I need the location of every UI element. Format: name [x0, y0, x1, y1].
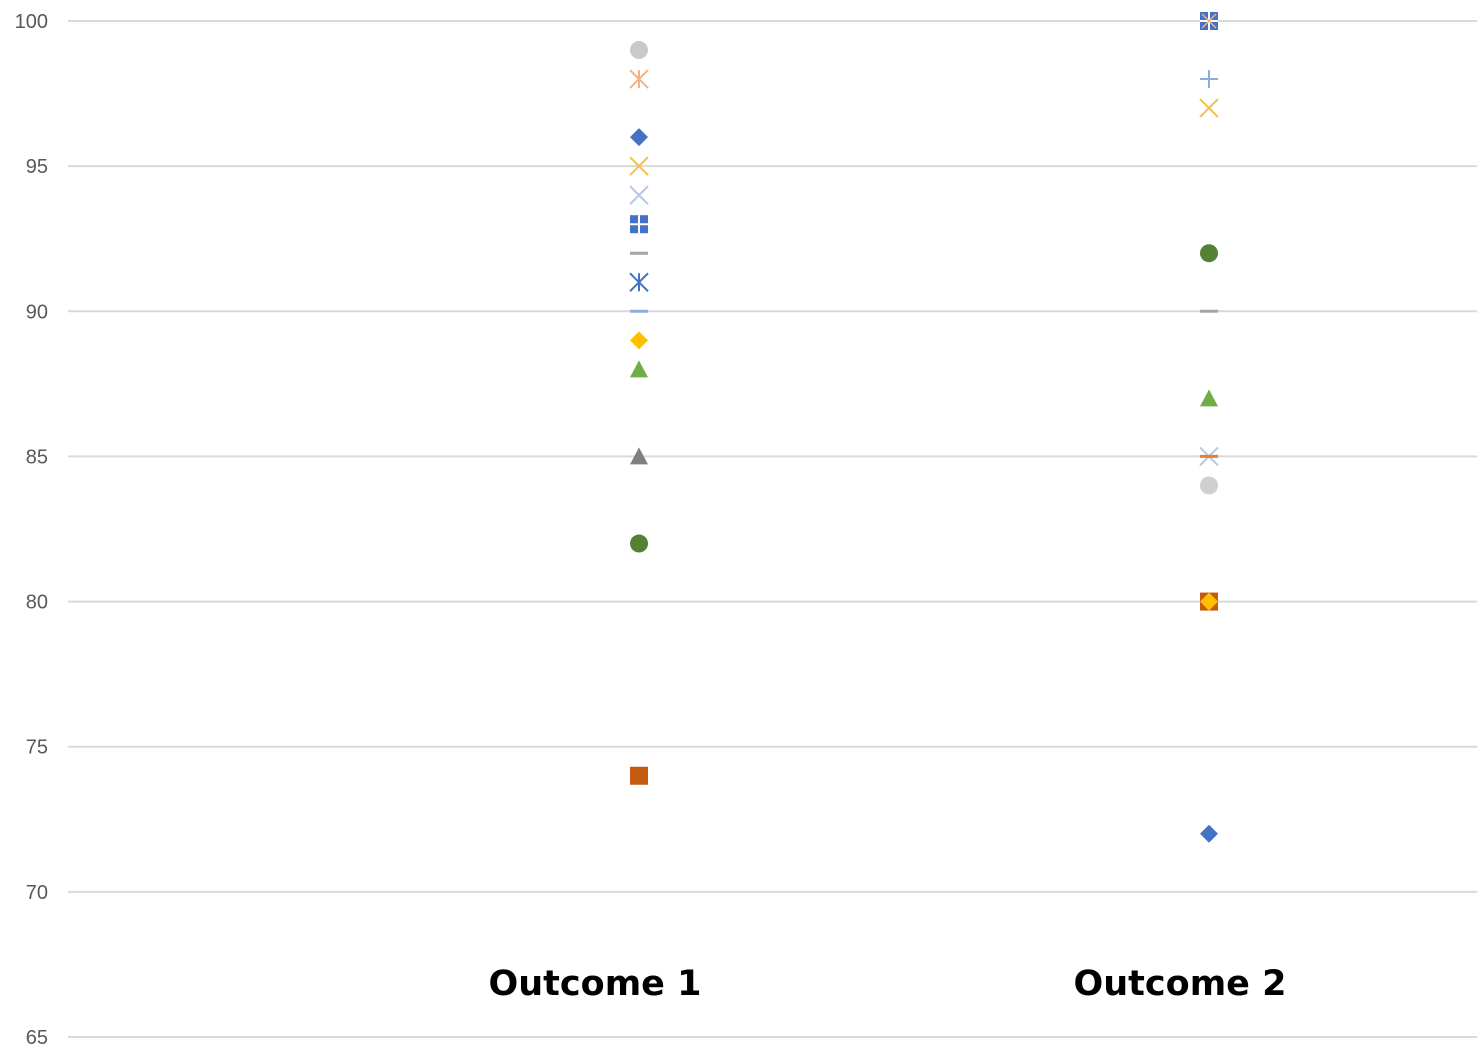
y-axis-ticks: 100 95 90 85 80 75 70 65: [15, 11, 48, 1049]
data-point-diamond: [1200, 824, 1218, 843]
data-points: [629, 12, 1219, 843]
data-point-circle: [1200, 244, 1218, 263]
data-point-square: [630, 766, 648, 785]
y-tick-label: 80: [26, 592, 48, 614]
data-point-diamond: [630, 128, 648, 147]
category-label: Outcome 1: [489, 964, 702, 1004]
y-tick-label: 65: [26, 1027, 48, 1049]
data-point-triangle: [630, 360, 648, 378]
y-tick-label: 85: [26, 446, 48, 468]
data-point-diamond: [630, 331, 648, 350]
data-point-circle: [630, 534, 648, 553]
data-point-x: [1199, 98, 1219, 118]
data-point-circle: [630, 41, 648, 60]
data-point-circle: [1200, 476, 1218, 495]
data-point-x: [629, 156, 649, 176]
y-tick-label: 75: [26, 737, 48, 759]
data-point-square-asterisk: [1200, 12, 1218, 30]
category-labels: Outcome 1 Outcome 2: [489, 964, 1287, 1004]
data-point-asterisk: [629, 272, 649, 292]
data-point-plus: [1200, 70, 1218, 89]
category-label: Outcome 2: [1074, 964, 1287, 1004]
gridlines: [68, 20, 1477, 1038]
data-point-triangle: [630, 447, 648, 465]
data-point-square-cross: [630, 215, 648, 234]
data-point-triangle: [1200, 389, 1218, 407]
y-tick-label: 90: [26, 301, 48, 323]
data-point-x: [629, 185, 649, 205]
data-point-diamond: [1200, 592, 1218, 611]
y-tick-label: 95: [26, 156, 48, 178]
data-point-asterisk: [629, 69, 649, 89]
y-tick-label: 100: [15, 11, 48, 33]
y-tick-label: 70: [26, 882, 48, 904]
